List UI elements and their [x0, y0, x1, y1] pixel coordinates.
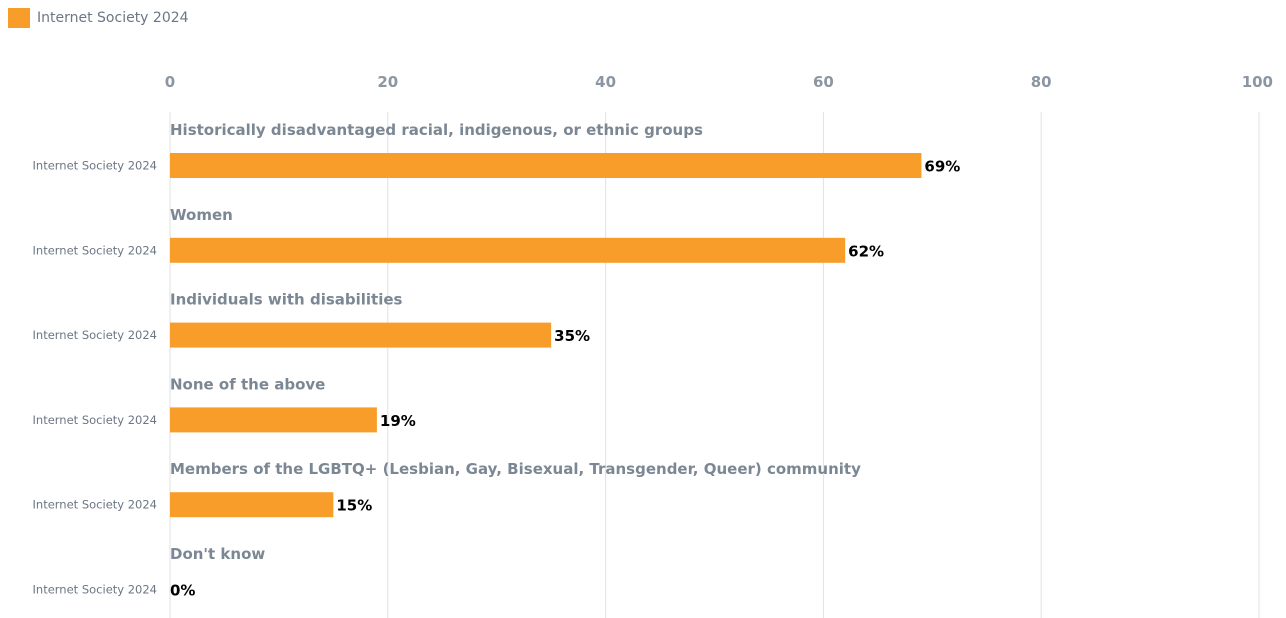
legend-swatch	[8, 8, 30, 28]
x-tick-label: 40	[595, 73, 616, 91]
bar-0	[170, 153, 922, 178]
x-tick-label: 60	[813, 73, 834, 91]
bar-1	[170, 237, 846, 263]
value-label: 69%	[924, 158, 960, 176]
category-label: Women	[170, 206, 233, 224]
series-row-label: Internet Society 2024	[33, 413, 157, 427]
x-tick-label: 80	[1031, 73, 1052, 91]
series-row-label: Internet Society 2024	[33, 328, 157, 342]
x-tick-label: 20	[377, 73, 398, 91]
category-label: Historically disadvantaged racial, indig…	[170, 121, 703, 139]
value-label: 19%	[380, 412, 416, 430]
value-label: 0%	[170, 582, 195, 600]
x-tick-label: 0	[165, 73, 175, 91]
value-label: 62%	[848, 242, 884, 260]
legend: Internet Society 2024	[8, 8, 189, 28]
series-row-label: Internet Society 2024	[33, 583, 157, 597]
legend-label: Internet Society 2024	[37, 10, 189, 26]
category-label: None of the above	[170, 375, 325, 393]
series-row-label: Internet Society 2024	[33, 498, 157, 512]
category-label: Members of the LGBTQ+ (Lesbian, Gay, Bis…	[170, 460, 861, 478]
bar-4	[170, 492, 334, 518]
category-label: Don't know	[170, 545, 265, 563]
value-label: 35%	[554, 327, 590, 345]
x-tick-label: 100	[1242, 73, 1273, 91]
series-row-label: Internet Society 2024	[33, 159, 157, 173]
series-row-label: Internet Society 2024	[33, 243, 157, 257]
bar-2	[170, 322, 552, 348]
bar-3	[170, 407, 377, 433]
value-label: 15%	[336, 497, 372, 515]
category-label: Individuals with disabilities	[170, 291, 403, 309]
